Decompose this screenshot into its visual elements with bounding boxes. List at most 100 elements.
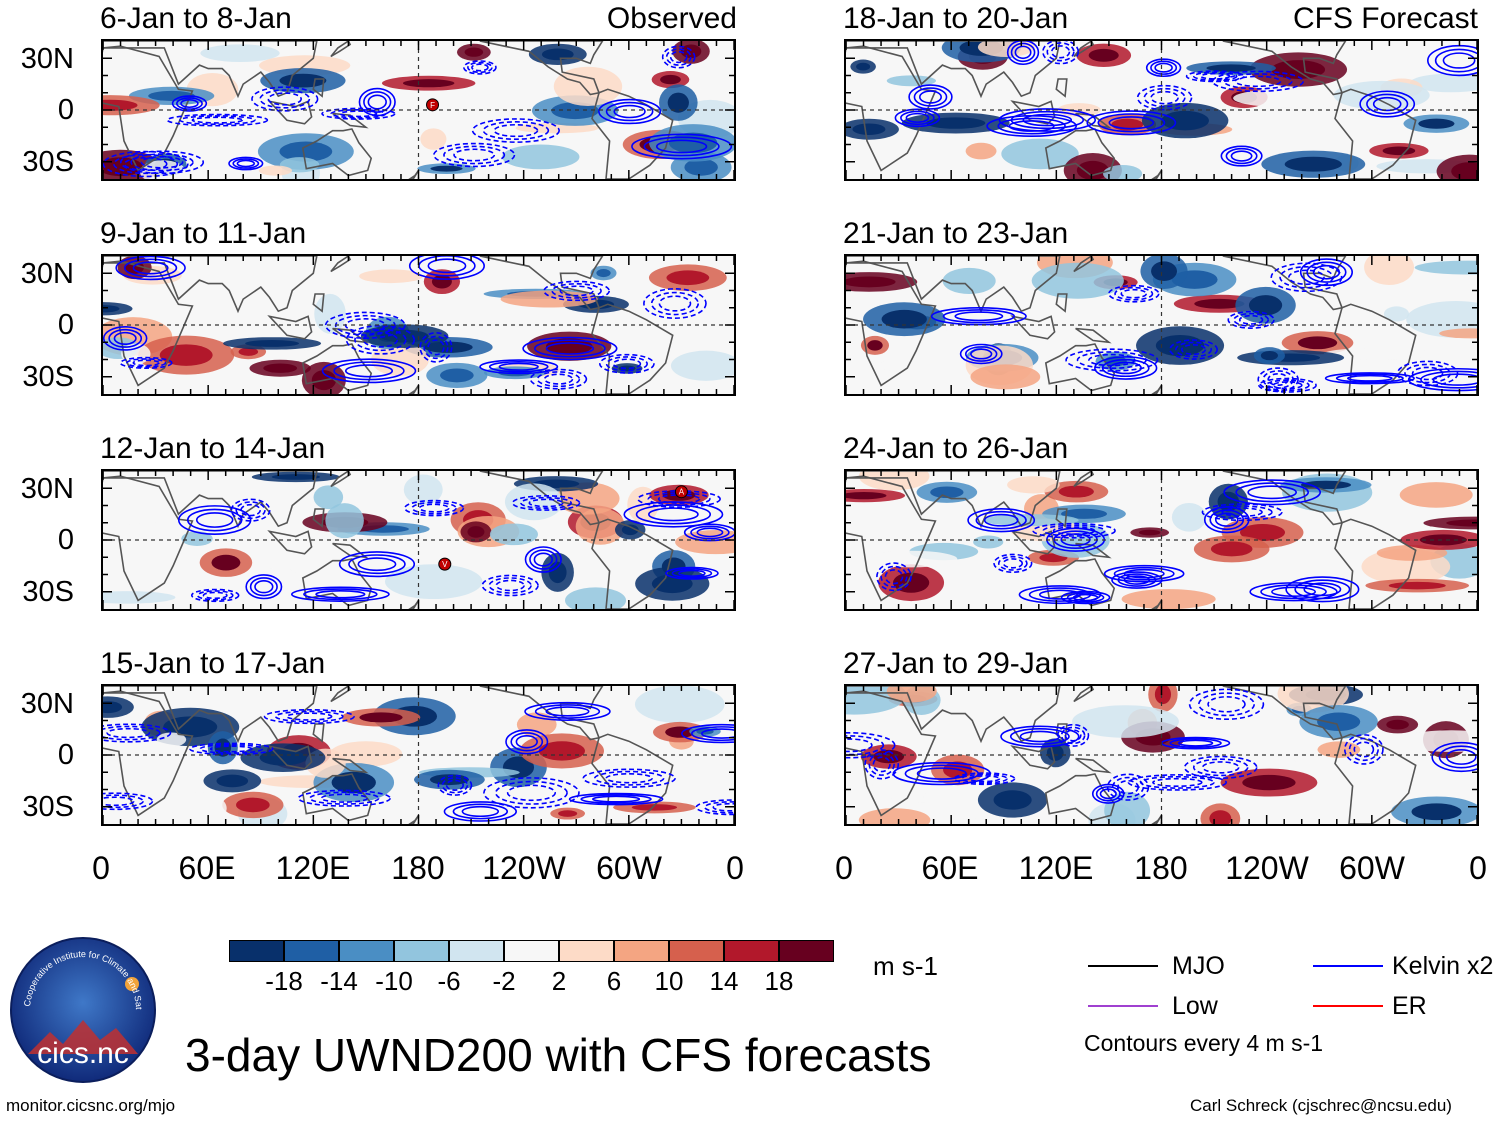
kelvin-contour: [1145, 58, 1182, 78]
kelvin-contour: [1211, 70, 1304, 93]
anomaly-shade: [565, 587, 627, 609]
kelvin-contour: [1101, 358, 1150, 378]
anomaly-shade: [1171, 502, 1207, 532]
coastline: [1044, 128, 1116, 177]
kelvin-contour: [235, 501, 266, 520]
kelvin-contour: [880, 565, 908, 588]
coastline: [312, 293, 325, 313]
kelvin-contour: [1247, 485, 1297, 500]
coastline: [103, 690, 194, 817]
kelvin-contour: [916, 767, 967, 780]
kelvin-contour: [1099, 788, 1117, 800]
kelvin-contour: [103, 723, 172, 743]
coastline: [846, 686, 1061, 744]
anomaly-core: [1260, 350, 1278, 361]
coastline: [1222, 471, 1347, 526]
coastline: [846, 45, 937, 172]
kelvin-contour: [126, 358, 167, 368]
lat-label-30n-row2: 30N: [20, 258, 74, 290]
anomaly-core: [431, 274, 452, 289]
anomaly-core: [667, 92, 689, 113]
anomaly-shade: [1233, 89, 1339, 108]
kelvin-contour: [176, 97, 203, 110]
kelvin-contour: [263, 708, 355, 725]
coastline: [103, 45, 194, 172]
kelvin-contour: [846, 738, 873, 753]
kelvin-contour: [140, 155, 184, 169]
anomaly-core: [1239, 524, 1286, 542]
kelvin-contour: [303, 588, 378, 601]
kelvin-contour: [691, 726, 734, 742]
anomaly-core: [596, 269, 611, 278]
coastline: [1055, 293, 1068, 313]
kelvin-contour: [704, 801, 734, 814]
kelvin-contour: [900, 110, 935, 126]
anomaly-shade: [553, 66, 623, 106]
kelvin-contour: [868, 752, 895, 776]
kelvin-contour: [953, 772, 1016, 786]
kelvin-contour: [1056, 723, 1090, 747]
kelvin-contour: [1064, 729, 1082, 742]
panel-title-2: 9-Jan to 11-Jan: [100, 217, 307, 250]
coastline: [1222, 256, 1347, 311]
anomaly-shade: [1031, 262, 1124, 299]
colorbar-swatch-9: [669, 940, 724, 962]
kelvin-contour: [1192, 71, 1238, 81]
anomaly-core: [1088, 48, 1119, 62]
coastline: [332, 757, 369, 774]
kelvin-contour: [1271, 586, 1317, 597]
kelvin-contour: [967, 508, 1036, 533]
kelvin-contour: [1396, 360, 1459, 387]
coastline: [330, 41, 352, 58]
kelvin-contour: [522, 336, 618, 361]
anomaly-shade: [994, 760, 1056, 783]
anomaly-core: [245, 339, 300, 347]
kelvin-contour: [1431, 741, 1477, 773]
anomaly-shade: [1072, 705, 1179, 738]
coastline: [330, 686, 352, 703]
kelvin-contour: [259, 89, 311, 109]
anomaly-shade: [1406, 300, 1477, 338]
coastline: [330, 471, 352, 488]
coastline: [301, 773, 373, 822]
anomaly-core: [930, 486, 964, 499]
anomaly-shade: [1323, 347, 1432, 360]
kelvin-contour: [1050, 45, 1071, 59]
lon-label-180-left: 180: [391, 850, 445, 886]
kelvin-contour: [1114, 286, 1154, 301]
kelvin-contour: [1152, 777, 1203, 787]
kelvin-contour: [511, 495, 581, 511]
kelvin-contour: [997, 555, 1028, 571]
coastline: [1073, 686, 1095, 703]
kelvin-contour: [132, 261, 169, 275]
kelvin-contour: [418, 503, 450, 513]
footer-link[interactable]: monitor.cicsnc.org/mjo: [6, 1096, 176, 1115]
kelvin-contour: [1366, 93, 1409, 115]
kelvin-contour: [612, 358, 642, 370]
kelvin-contour: [115, 256, 186, 281]
anomaly-core: [1411, 803, 1462, 821]
kelvin-contour: [696, 527, 724, 538]
map-svg-7: [846, 471, 1477, 609]
kelvin-contour: [1123, 575, 1151, 585]
lon-label-60e-right: 60E: [921, 850, 979, 886]
anomaly-core: [279, 141, 333, 162]
coastline: [267, 530, 313, 555]
anomaly-shade: [449, 686, 484, 723]
kelvin-contour: [1299, 258, 1353, 287]
kelvin-contour: [1127, 774, 1228, 791]
lon-label-60e-left: 60E: [178, 850, 236, 886]
anomaly-shade: [1291, 751, 1390, 766]
lat-label-eq-row2: 0: [57, 309, 74, 341]
kelvin-contour: [1238, 314, 1264, 325]
kelvin-contour: [1018, 585, 1102, 605]
kelvin-contour: [683, 523, 734, 542]
kelvin-contour: [894, 108, 941, 128]
colorbar-swatch-4: [394, 940, 449, 962]
kelvin-contour: [1076, 351, 1147, 370]
panel-title-5: 18-Jan to 20-Jan: [843, 2, 1069, 35]
anomaly-core: [440, 368, 474, 383]
kelvin-contour: [568, 792, 664, 806]
kelvin-contour: [1262, 370, 1294, 389]
anomaly-shade: [171, 792, 227, 824]
